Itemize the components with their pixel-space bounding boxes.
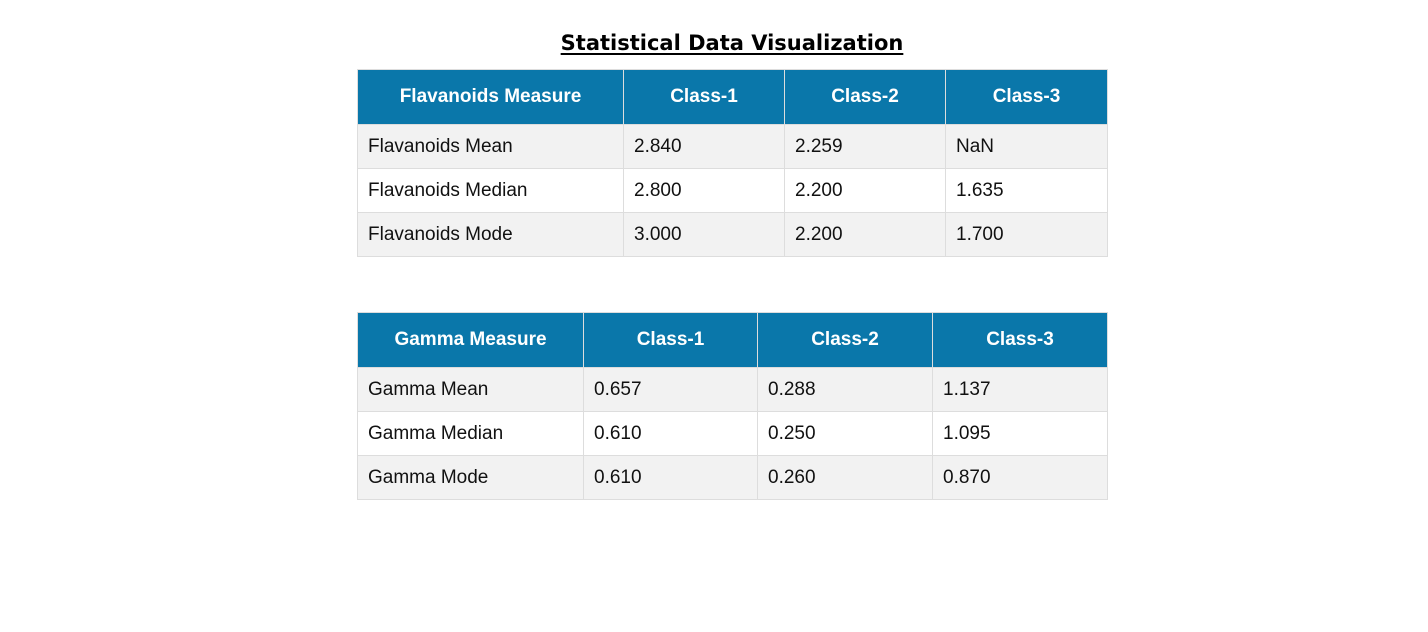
row-label: Flavanoids Mode [357, 212, 624, 257]
cell-class-3: 1.700 [945, 212, 1108, 257]
cell-class-1: 0.657 [583, 367, 758, 412]
gamma-table: Gamma Measure Class-1 Class-2 Class-3 Ga… [357, 312, 1108, 500]
row-label: Gamma Mode [357, 455, 584, 500]
table-row: Gamma Mean 0.657 0.288 1.137 [357, 367, 1108, 412]
row-label: Flavanoids Median [357, 168, 624, 213]
cell-class-3: NaN [945, 124, 1108, 169]
table-header-row: Flavanoids Measure Class-1 Class-2 Class… [357, 69, 1108, 125]
cell-class-3: 0.870 [932, 455, 1108, 500]
row-label: Flavanoids Mean [357, 124, 624, 169]
cell-class-1: 0.610 [583, 455, 758, 500]
row-label: Gamma Median [357, 411, 584, 456]
cell-class-2: 0.288 [757, 367, 933, 412]
cell-class-1: 3.000 [623, 212, 785, 257]
row-label: Gamma Mean [357, 367, 584, 412]
cell-class-2: 0.250 [757, 411, 933, 456]
cell-class-3: 1.137 [932, 367, 1108, 412]
flavanoids-table: Flavanoids Measure Class-1 Class-2 Class… [357, 69, 1108, 257]
table-header-row: Gamma Measure Class-1 Class-2 Class-3 [357, 312, 1108, 368]
cell-class-2: 2.259 [784, 124, 946, 169]
table-row: Flavanoids Median 2.800 2.200 1.635 [357, 168, 1108, 213]
table-row: Flavanoids Mode 3.000 2.200 1.700 [357, 212, 1108, 257]
column-header-class-3: Class-3 [945, 69, 1108, 125]
column-header-class-1: Class-1 [623, 69, 785, 125]
table-row: Gamma Median 0.610 0.250 1.095 [357, 411, 1108, 456]
column-header-class-2: Class-2 [757, 312, 933, 368]
column-header-measure: Gamma Measure [357, 312, 584, 368]
cell-class-3: 1.095 [932, 411, 1108, 456]
table-row: Flavanoids Mean 2.840 2.259 NaN [357, 124, 1108, 169]
page-title: Statistical Data Visualization [560, 31, 904, 56]
cell-class-2: 2.200 [784, 212, 946, 257]
column-header-measure: Flavanoids Measure [357, 69, 624, 125]
column-header-class-2: Class-2 [784, 69, 946, 125]
cell-class-2: 0.260 [757, 455, 933, 500]
cell-class-1: 2.800 [623, 168, 785, 213]
cell-class-1: 2.840 [623, 124, 785, 169]
cell-class-1: 0.610 [583, 411, 758, 456]
column-header-class-3: Class-3 [932, 312, 1108, 368]
cell-class-3: 1.635 [945, 168, 1108, 213]
column-header-class-1: Class-1 [583, 312, 758, 368]
cell-class-2: 2.200 [784, 168, 946, 213]
table-row: Gamma Mode 0.610 0.260 0.870 [357, 455, 1108, 500]
